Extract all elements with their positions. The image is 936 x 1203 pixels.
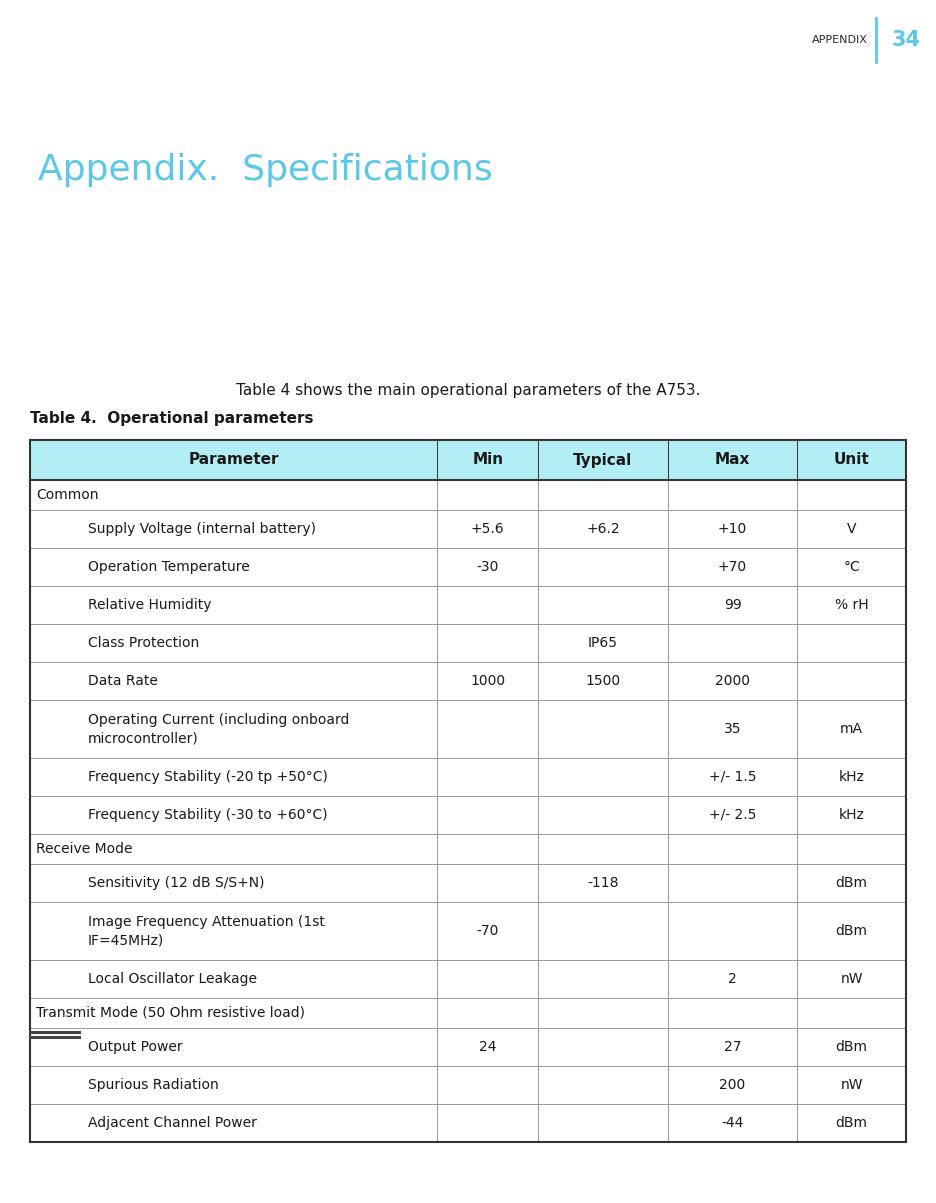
Text: 35: 35 xyxy=(724,722,741,736)
Text: nW: nW xyxy=(841,972,863,986)
Bar xyxy=(30,834,906,864)
Text: +/- 2.5: +/- 2.5 xyxy=(709,808,756,822)
Text: +/- 1.5: +/- 1.5 xyxy=(709,770,756,784)
Text: Typical: Typical xyxy=(573,452,633,468)
Text: +10: +10 xyxy=(718,522,747,537)
Text: +5.6: +5.6 xyxy=(471,522,505,537)
Text: +6.2: +6.2 xyxy=(586,522,620,537)
Text: Parameter: Parameter xyxy=(188,452,279,468)
Text: 99: 99 xyxy=(724,598,741,612)
Bar xyxy=(30,758,906,796)
Bar xyxy=(30,549,906,586)
Text: microcontroller): microcontroller) xyxy=(88,731,198,745)
Text: dBm: dBm xyxy=(836,1041,868,1054)
Text: °C: °C xyxy=(843,561,860,574)
Bar xyxy=(30,510,906,549)
Text: 1500: 1500 xyxy=(585,674,621,688)
Text: Class Protection: Class Protection xyxy=(88,636,199,650)
Bar xyxy=(30,480,906,510)
Text: Relative Humidity: Relative Humidity xyxy=(88,598,212,612)
Text: mA: mA xyxy=(841,722,863,736)
Bar xyxy=(30,998,906,1029)
Text: kHz: kHz xyxy=(839,770,865,784)
Text: % rH: % rH xyxy=(835,598,869,612)
Text: APPENDIX: APPENDIX xyxy=(812,35,868,45)
Bar xyxy=(30,960,906,998)
Text: -44: -44 xyxy=(722,1116,744,1130)
Bar xyxy=(30,662,906,700)
Text: Sensitivity (12 dB S/S+N): Sensitivity (12 dB S/S+N) xyxy=(88,876,265,890)
Bar xyxy=(30,440,906,480)
Bar xyxy=(30,902,906,960)
Text: -70: -70 xyxy=(476,924,499,938)
Bar xyxy=(30,586,906,624)
Text: Unit: Unit xyxy=(834,452,870,468)
Text: Appendix.  Specifications: Appendix. Specifications xyxy=(38,153,492,186)
Bar xyxy=(30,864,906,902)
Bar xyxy=(30,700,906,758)
Text: Frequency Stability (-20 tp +50°C): Frequency Stability (-20 tp +50°C) xyxy=(88,770,328,784)
Text: 1000: 1000 xyxy=(470,674,505,688)
Bar xyxy=(30,1104,906,1142)
Text: Transmit Mode (50 Ohm resistive load): Transmit Mode (50 Ohm resistive load) xyxy=(36,1006,305,1020)
Text: Operation Temperature: Operation Temperature xyxy=(88,561,250,574)
Text: 200: 200 xyxy=(720,1078,746,1092)
Text: Frequency Stability (-30 to +60°C): Frequency Stability (-30 to +60°C) xyxy=(88,808,328,822)
Text: Receive Mode: Receive Mode xyxy=(36,842,133,857)
Text: Table 4 shows the main operational parameters of the A753.: Table 4 shows the main operational param… xyxy=(236,383,700,397)
Bar xyxy=(30,624,906,662)
Text: Operating Current (including onboard: Operating Current (including onboard xyxy=(88,713,349,727)
Bar xyxy=(30,1066,906,1104)
Text: Min: Min xyxy=(472,452,504,468)
Text: 2: 2 xyxy=(728,972,737,986)
Text: Image Frequency Attenuation (1st: Image Frequency Attenuation (1st xyxy=(88,915,325,929)
Text: Local Oscillator Leakage: Local Oscillator Leakage xyxy=(88,972,257,986)
Text: IF=45MHz): IF=45MHz) xyxy=(88,934,164,947)
Bar xyxy=(30,796,906,834)
Text: 34: 34 xyxy=(891,30,920,51)
Text: +70: +70 xyxy=(718,561,747,574)
Text: dBm: dBm xyxy=(836,924,868,938)
Text: -118: -118 xyxy=(587,876,619,890)
Text: V: V xyxy=(847,522,856,537)
Text: dBm: dBm xyxy=(836,1116,868,1130)
Bar xyxy=(30,1029,906,1066)
Text: Max: Max xyxy=(715,452,751,468)
Text: Data Rate: Data Rate xyxy=(88,674,158,688)
Text: dBm: dBm xyxy=(836,876,868,890)
Text: IP65: IP65 xyxy=(588,636,618,650)
Text: kHz: kHz xyxy=(839,808,865,822)
Text: Output Power: Output Power xyxy=(88,1041,183,1054)
Text: 27: 27 xyxy=(724,1041,741,1054)
Text: -30: -30 xyxy=(476,561,499,574)
Text: Common: Common xyxy=(36,488,98,502)
Text: Spurious Radiation: Spurious Radiation xyxy=(88,1078,219,1092)
Text: 2000: 2000 xyxy=(715,674,750,688)
Text: Table 4.  Operational parameters: Table 4. Operational parameters xyxy=(30,410,314,426)
Text: 24: 24 xyxy=(479,1041,496,1054)
Text: Adjacent Channel Power: Adjacent Channel Power xyxy=(88,1116,256,1130)
Text: Supply Voltage (internal battery): Supply Voltage (internal battery) xyxy=(88,522,316,537)
Text: nW: nW xyxy=(841,1078,863,1092)
